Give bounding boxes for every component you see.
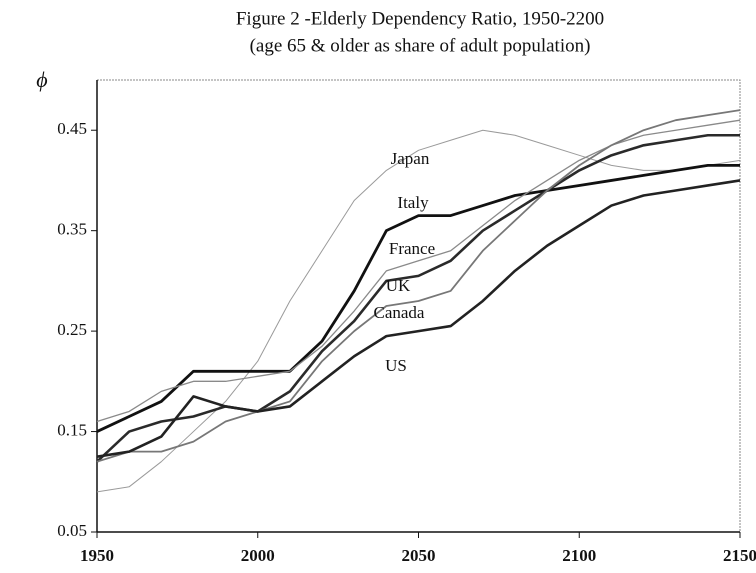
series-label: Italy [397, 193, 429, 212]
series-line [96, 163, 740, 433]
series-label: US [385, 356, 407, 375]
x-tick-label: 2000 [241, 546, 275, 565]
chart-subtitle: (age 65 & older as share of adult popula… [250, 35, 591, 56]
y-tick-label: 0.35 [57, 220, 87, 239]
y-axis-label: ϕ [36, 67, 47, 92]
y-tick-label: 0.45 [57, 119, 87, 138]
series-line [96, 119, 741, 423]
x-tick-label: 2150 [723, 546, 756, 565]
x-tick-label: 2050 [402, 546, 436, 565]
series-line [96, 179, 741, 458]
series-label: UK [386, 276, 411, 295]
y-tick-label: 0.15 [57, 420, 87, 439]
series-label: Canada [374, 303, 425, 322]
x-tick-label: 1950 [80, 546, 114, 565]
chart-title: Figure 2 -Elderly Dependency Ratio, 1950… [236, 8, 604, 29]
series-line [96, 133, 740, 463]
y-tick-label: 0.05 [57, 521, 87, 540]
x-tick-label: 2100 [562, 546, 596, 565]
series-label: Japan [391, 149, 430, 168]
y-tick-label: 0.25 [57, 320, 87, 339]
series-label: France [389, 239, 435, 258]
series-line [96, 109, 741, 463]
series-line [96, 129, 741, 493]
